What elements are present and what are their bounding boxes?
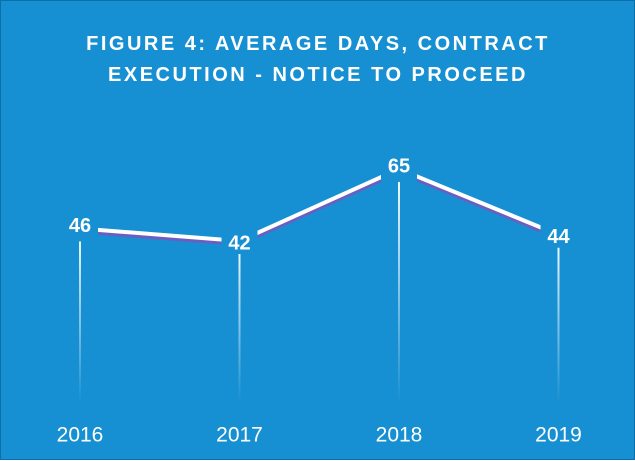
x-tick-label: 2018 [376, 424, 423, 447]
line [80, 169, 559, 241]
x-tick-label: 2019 [535, 424, 582, 447]
data-label: 65 [388, 155, 410, 177]
x-tick-label: 2017 [216, 424, 263, 447]
data-label: 44 [547, 226, 570, 248]
data-label: 42 [228, 232, 250, 254]
data-label: 46 [69, 215, 91, 237]
x-tick-label: 2016 [57, 424, 104, 447]
